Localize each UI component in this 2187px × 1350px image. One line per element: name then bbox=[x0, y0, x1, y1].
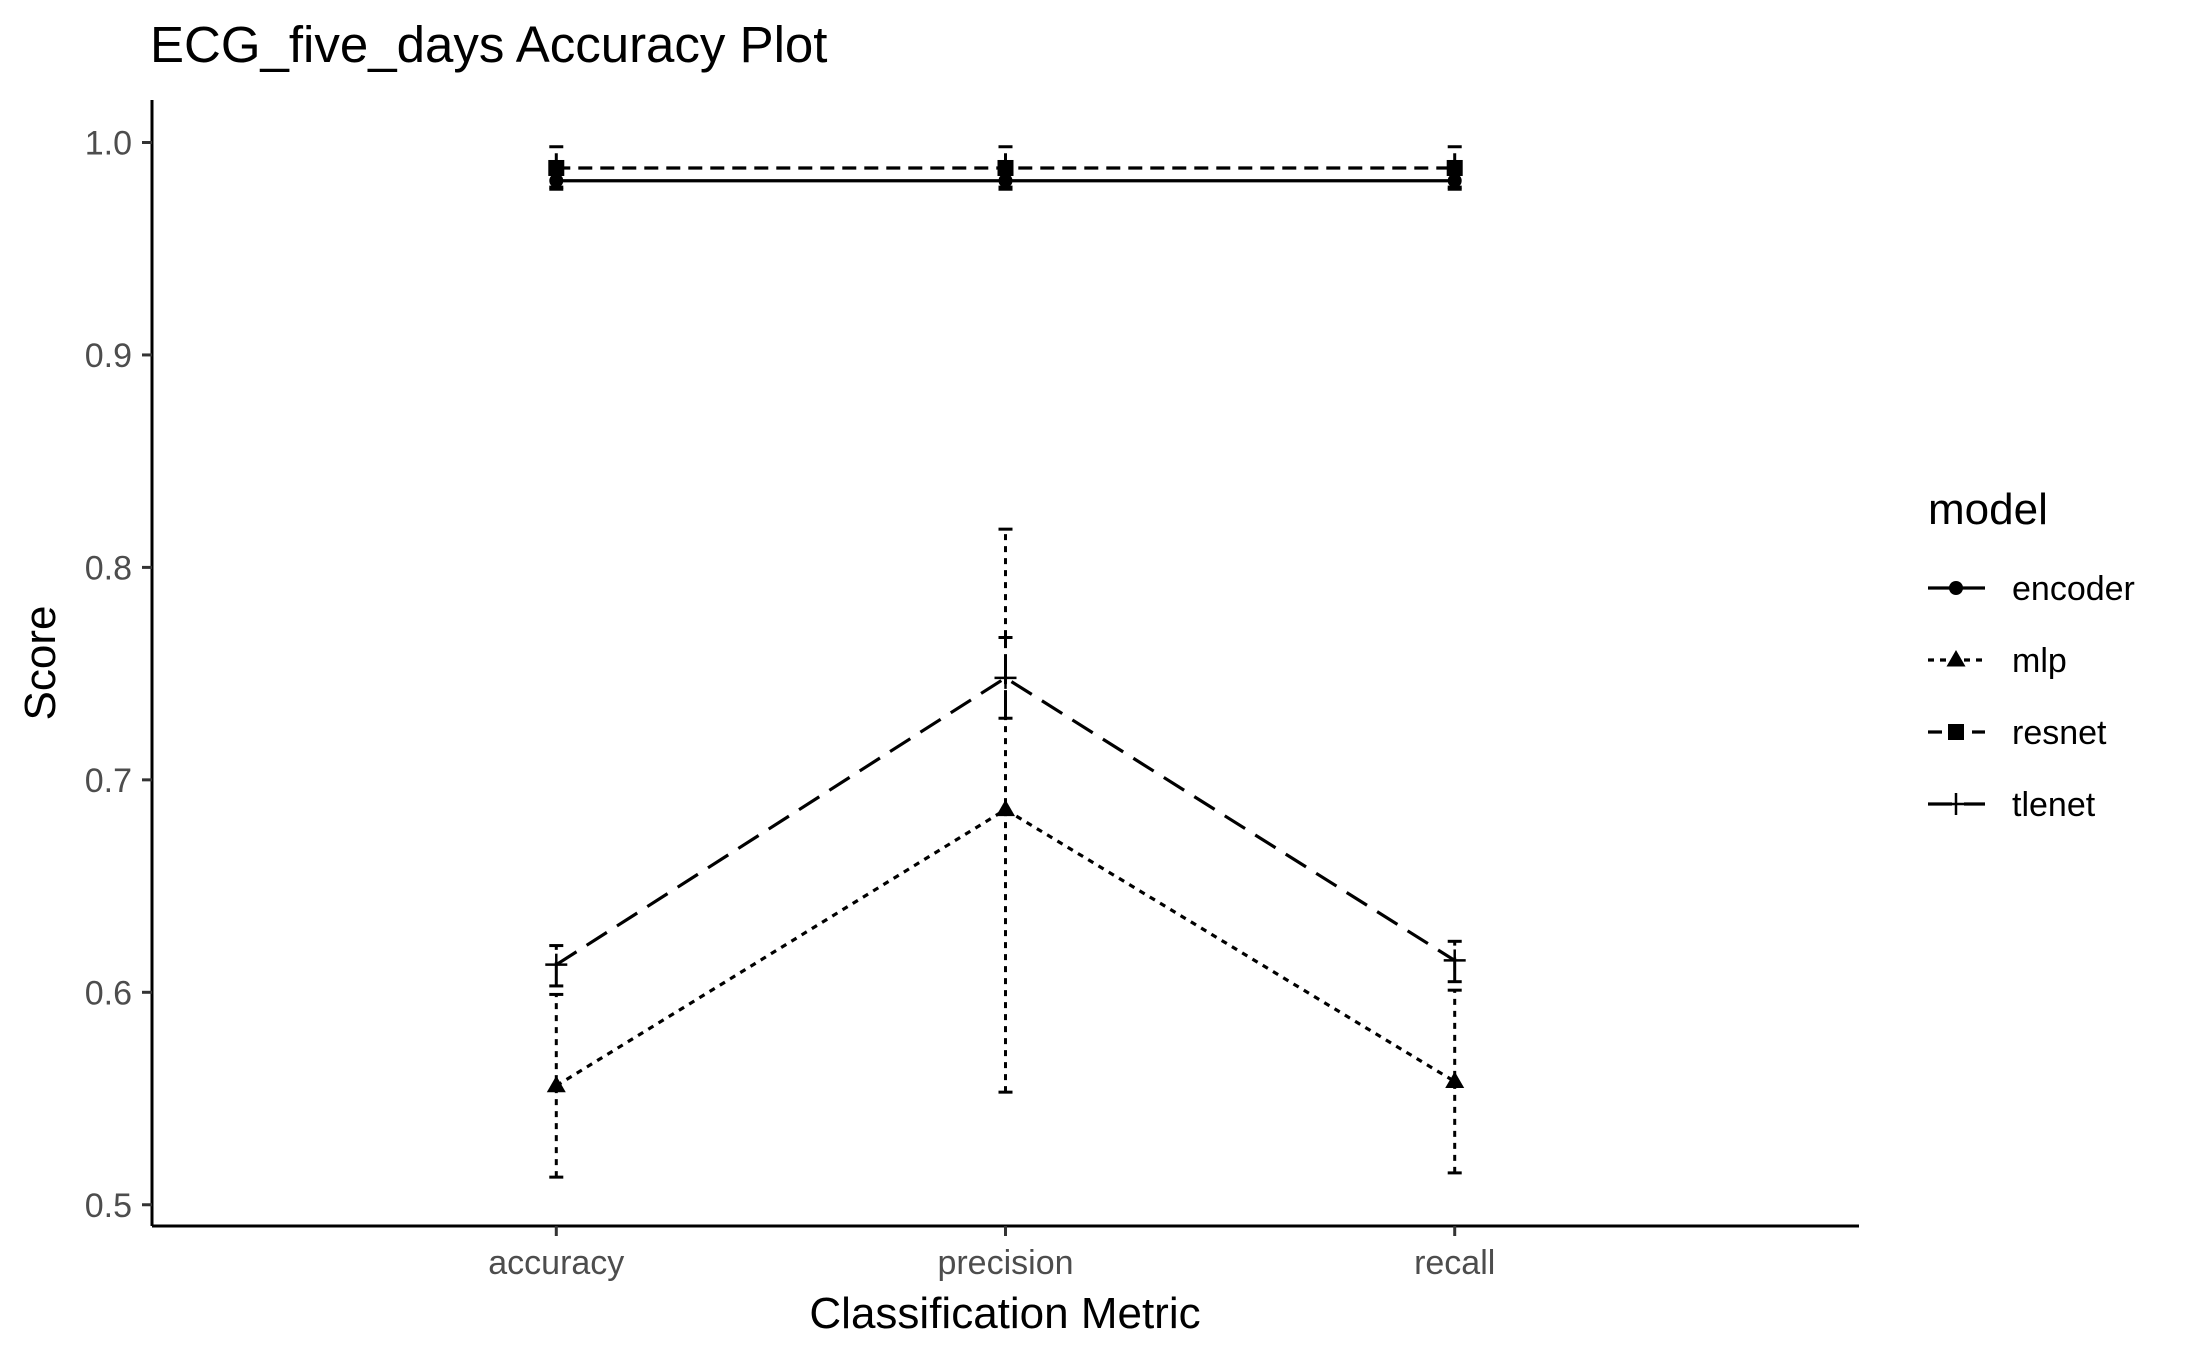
legend-key-marker bbox=[1948, 724, 1964, 740]
chart-title: ECG_five_days Accuracy Plot bbox=[150, 16, 827, 73]
point-resnet-accuracy bbox=[548, 159, 565, 176]
point-tlenet-precision bbox=[994, 666, 1017, 689]
point-tlenet-recall bbox=[1443, 949, 1466, 972]
x-axis: accuracy precision recall bbox=[488, 1226, 1495, 1282]
legend-key-marker bbox=[1946, 650, 1966, 667]
x-tick-label: precision bbox=[937, 1244, 1073, 1282]
series-resnet bbox=[548, 145, 1463, 191]
y-axis-title: Score bbox=[16, 606, 65, 721]
y-axis: 0.5 0.6 0.7 0.8 0.9 1.0 bbox=[85, 124, 152, 1225]
legend-item-encoder: encoder bbox=[1928, 570, 2135, 608]
legend-label: tlenet bbox=[2012, 786, 2096, 824]
point-tlenet-accuracy bbox=[545, 953, 568, 976]
x-tick-label: recall bbox=[1414, 1244, 1495, 1282]
legend-key-marker bbox=[1949, 581, 1963, 595]
y-tick-label: 0.5 bbox=[85, 1187, 132, 1225]
series-mlp bbox=[546, 527, 1465, 1179]
legend-item-resnet: resnet bbox=[1928, 714, 2107, 752]
y-tick-label: 0.6 bbox=[85, 974, 132, 1012]
y-tick-label: 0.8 bbox=[85, 549, 132, 587]
legend-item-tlenet: tlenet bbox=[1928, 786, 2096, 824]
series-tlenet bbox=[545, 636, 1466, 988]
x-tick-label: accuracy bbox=[488, 1244, 624, 1282]
plot-area bbox=[545, 145, 1466, 1179]
point-resnet-precision bbox=[997, 159, 1014, 176]
legend-key-marker bbox=[1945, 793, 1967, 815]
y-tick-label: 1.0 bbox=[85, 124, 132, 162]
legend-label: resnet bbox=[2012, 714, 2107, 752]
y-tick-label: 0.9 bbox=[85, 337, 132, 375]
legend: model encoder mlp resnet tlenet bbox=[1928, 485, 2135, 824]
point-mlp-precision bbox=[996, 799, 1015, 817]
point-mlp-accuracy bbox=[546, 1075, 566, 1093]
legend-item-mlp: mlp bbox=[1928, 642, 2067, 680]
y-tick-label: 0.7 bbox=[85, 762, 132, 800]
series-line-tlenet bbox=[555, 675, 1456, 967]
series-line-mlp bbox=[555, 807, 1456, 1088]
legend-label: mlp bbox=[2012, 642, 2067, 680]
legend-title: model bbox=[1928, 485, 2048, 534]
legend-label: encoder bbox=[2012, 570, 2135, 608]
x-axis-title: Classification Metric bbox=[809, 1289, 1200, 1338]
point-resnet-recall bbox=[1446, 159, 1463, 176]
point-mlp-recall bbox=[1445, 1071, 1465, 1089]
